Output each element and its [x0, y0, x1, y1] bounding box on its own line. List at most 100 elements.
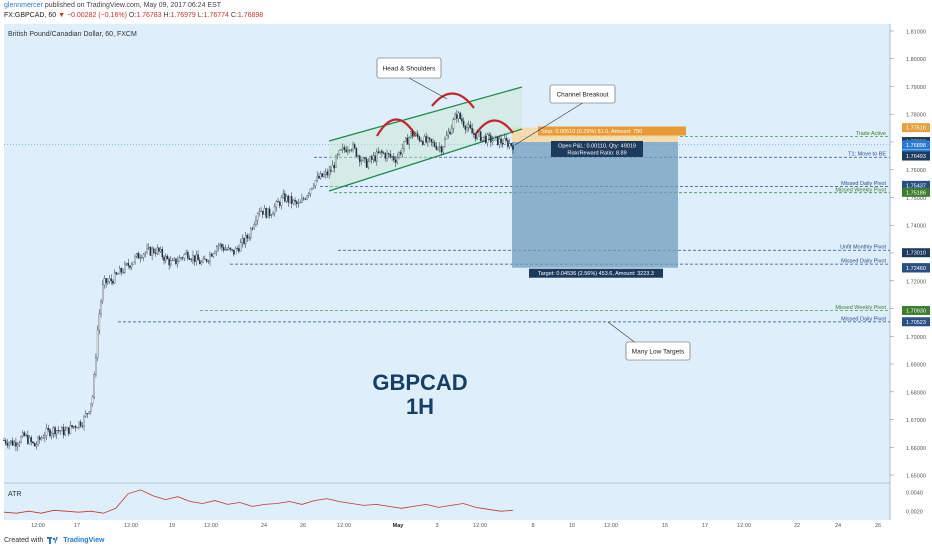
candle-body	[90, 403, 92, 412]
price-tag-label: 1.76493	[906, 154, 926, 160]
open-pnl-box	[551, 140, 643, 157]
left-shoulder-arc[interactable]	[376, 118, 417, 137]
candle-body	[454, 114, 456, 120]
candle-body	[311, 187, 313, 190]
symbol-label: FX:GBPCAD, 60	[4, 12, 57, 19]
candle-body	[440, 146, 443, 153]
candle-body	[333, 165, 336, 169]
candle-body	[67, 427, 70, 434]
candle-body	[260, 210, 262, 212]
candle-body	[176, 261, 179, 264]
candle-body	[348, 149, 351, 151]
low-label: L:	[197, 12, 204, 19]
candle-body	[359, 155, 361, 163]
candle-body	[411, 131, 414, 137]
y-tick-label: 1.67000	[906, 418, 926, 424]
candle-body	[505, 138, 507, 141]
candle-body	[50, 433, 53, 437]
candle-body	[485, 135, 487, 144]
candle-body	[64, 430, 67, 436]
big-label-line2: 1H	[406, 394, 434, 419]
channel-lower-line[interactable]	[328, 128, 523, 192]
price-tag	[902, 187, 930, 197]
candle-body	[217, 245, 220, 247]
candle-body	[508, 143, 511, 147]
candle-body	[387, 153, 390, 155]
candle-body	[108, 278, 111, 282]
pivot-label: Missed Weekly Pivot	[835, 187, 886, 193]
candle-body	[413, 135, 416, 137]
candle-body	[469, 124, 472, 129]
candle-body	[398, 152, 400, 158]
candle-body	[163, 256, 165, 261]
callout-box[interactable]	[549, 84, 616, 104]
candle-body	[299, 202, 301, 204]
candle-body	[464, 125, 467, 130]
candle-body	[146, 248, 148, 253]
candle-body	[25, 435, 27, 436]
candle-body	[21, 432, 24, 437]
candle-body	[377, 151, 380, 154]
callout-box[interactable]	[376, 57, 442, 79]
candle-body	[493, 136, 496, 141]
price-tag-label: 1.72460	[906, 266, 926, 272]
y-tick-label: 1.65000	[906, 474, 926, 480]
y-tick-label: 1.70000	[906, 335, 926, 341]
target-zone[interactable]	[512, 141, 678, 268]
candle-body	[122, 272, 124, 273]
candle-body	[386, 153, 388, 159]
candle-body	[209, 254, 211, 262]
y-tick-label: 1.74000	[906, 224, 926, 230]
candle-body	[262, 210, 264, 215]
author-link[interactable]: glennmercer	[4, 2, 43, 9]
tradingview-brand-link[interactable]: TradingView	[63, 537, 105, 544]
candle-body	[502, 142, 504, 145]
candle-body	[510, 143, 513, 146]
candle-body	[159, 249, 162, 252]
candle-body	[62, 427, 65, 436]
publish-info: glennmercer published on TradingView.com…	[4, 2, 221, 9]
candle-body	[47, 427, 50, 430]
candle-body	[319, 173, 322, 179]
candle-body	[306, 195, 308, 200]
x-tick-label: 12:00	[31, 523, 45, 529]
atr-tick-label: 0.0020	[906, 510, 923, 516]
target-label-box	[529, 268, 663, 278]
candle-body	[33, 442, 36, 447]
candle-body	[437, 147, 439, 150]
candle-body	[214, 251, 216, 254]
candle-body	[488, 134, 490, 136]
head-arc[interactable]	[431, 92, 475, 109]
candle-body	[449, 131, 451, 135]
y-tick-label: 1.76000	[906, 168, 926, 174]
candle-body	[216, 246, 218, 253]
candle-body	[372, 155, 375, 160]
candle-body	[178, 257, 181, 262]
candle-body	[495, 136, 497, 138]
channel-upper-line[interactable]	[328, 86, 523, 142]
price-tag-label: 1.76898	[906, 143, 926, 149]
candle-body	[401, 148, 404, 155]
right-shoulder-arc[interactable]	[474, 119, 514, 136]
callout-box[interactable]	[625, 341, 691, 361]
candle-body	[483, 135, 485, 138]
candle-body	[156, 247, 158, 254]
candle-body	[323, 174, 325, 177]
candle-body	[267, 208, 269, 218]
candle-body	[231, 249, 233, 251]
candle-body	[369, 156, 371, 162]
candle-body	[296, 201, 298, 205]
candle-body	[44, 435, 46, 439]
candle-body	[16, 444, 19, 447]
candle-body	[107, 281, 109, 284]
candle-body	[316, 175, 318, 181]
candle-body	[76, 427, 78, 429]
x-tick-label: 12:00	[337, 523, 351, 529]
candle-body	[188, 258, 191, 260]
candle-body	[287, 195, 290, 203]
candle-body	[467, 124, 470, 128]
callout-text: Channel Breakout	[556, 92, 608, 99]
x-tick-label: 12:00	[204, 523, 218, 529]
candle-body	[432, 141, 434, 143]
